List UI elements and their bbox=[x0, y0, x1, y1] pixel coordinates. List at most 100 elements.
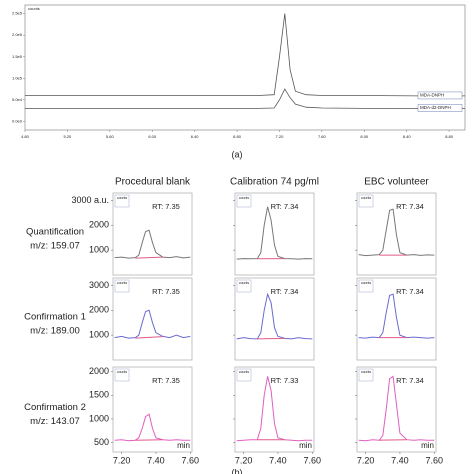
trace bbox=[25, 88, 465, 109]
inset-label: counts bbox=[239, 196, 250, 200]
trace bbox=[114, 309, 191, 339]
x-tick-label: 6.40 bbox=[191, 134, 200, 139]
x-tick-label: 6.00 bbox=[148, 134, 157, 139]
y-tick-label: 0.0e0 bbox=[12, 118, 23, 123]
inset-box bbox=[114, 194, 130, 208]
inset-label: counts bbox=[239, 370, 250, 374]
row-label: Quantification bbox=[26, 227, 84, 238]
inset-box bbox=[114, 279, 130, 293]
x-tick-label: 7.20 bbox=[235, 455, 253, 465]
x-tick-label: 7.60 bbox=[182, 455, 200, 465]
y-tick-label: 2000 bbox=[89, 366, 109, 376]
rt-label: RT: 7.34 bbox=[396, 287, 424, 296]
y-tick-label: 2000 bbox=[89, 305, 109, 315]
baseline bbox=[257, 337, 285, 340]
rt-label: RT: 7.34 bbox=[396, 202, 424, 211]
trace bbox=[236, 376, 313, 442]
legend-box bbox=[417, 104, 463, 112]
x-tick-label: 8.40 bbox=[403, 134, 412, 139]
inset-box bbox=[114, 368, 130, 382]
column-title: Procedural blank bbox=[115, 177, 191, 188]
x-tick-label: 7.60 bbox=[304, 455, 322, 465]
trace bbox=[358, 293, 435, 339]
x-tick-label: 7.60 bbox=[426, 455, 444, 465]
inset-label: counts bbox=[117, 196, 128, 200]
inset-label: counts bbox=[117, 281, 128, 285]
x-tick-label: 8.80 bbox=[445, 134, 454, 139]
x-axis-label: min bbox=[177, 441, 190, 450]
inset-box bbox=[236, 279, 252, 293]
cell-frame bbox=[112, 277, 193, 361]
column-title: Calibration 74 pg/ml bbox=[230, 177, 319, 188]
trace bbox=[236, 292, 313, 340]
x-tick-label: 7.40 bbox=[147, 455, 165, 465]
cell-frame bbox=[234, 192, 315, 276]
row-label: m/z: 143.07 bbox=[30, 416, 80, 427]
y-tick-label: 1000 bbox=[89, 413, 109, 423]
cell-frame bbox=[234, 277, 315, 361]
y-tick-label: 1000 bbox=[89, 330, 109, 340]
baseline bbox=[135, 439, 163, 441]
inset-box bbox=[236, 368, 252, 382]
rt-label: RT: 7.35 bbox=[152, 287, 180, 296]
rt-label: RT: 7.33 bbox=[271, 376, 299, 385]
legend-label: MDA-DNPH bbox=[420, 93, 444, 98]
x-tick-label: 8.00 bbox=[360, 134, 369, 139]
row-label: m/z: 159.07 bbox=[30, 241, 80, 252]
rt-label: RT: 7.34 bbox=[271, 202, 299, 211]
y-tick-label: 1500 bbox=[89, 390, 109, 400]
x-tick-label: 7.20 bbox=[357, 455, 375, 465]
y-tick-label: 500 bbox=[94, 437, 109, 447]
x-tick-label: 7.40 bbox=[269, 455, 287, 465]
x-tick-label: 7.60 bbox=[318, 134, 327, 139]
x-tick-label: 5.20 bbox=[64, 134, 73, 139]
x-tick-label: 6.80 bbox=[233, 134, 242, 139]
inset-box bbox=[358, 279, 374, 293]
inset-box bbox=[358, 368, 374, 382]
inset-label: counts bbox=[239, 281, 250, 285]
y-tick-label: 3000 a.u. bbox=[71, 195, 109, 205]
y-tick-label: 5.0e4 bbox=[12, 97, 23, 102]
baseline bbox=[379, 439, 407, 441]
inset-box bbox=[236, 194, 252, 208]
cell-frame bbox=[356, 192, 437, 276]
rt-label: RT: 7.34 bbox=[271, 287, 299, 296]
cell-frame bbox=[112, 366, 193, 453]
y-tick-label: 1.5e5 bbox=[12, 54, 23, 59]
cell-frame bbox=[234, 366, 315, 453]
trace bbox=[25, 13, 465, 97]
x-tick-label: 7.40 bbox=[391, 455, 409, 465]
x-tick-label: 4.80 bbox=[21, 134, 30, 139]
inset-box bbox=[358, 194, 374, 208]
x-axis-label: min bbox=[421, 441, 434, 450]
legend-label: MDA-d2-DNPH bbox=[420, 105, 451, 110]
y-axis-label: counts bbox=[28, 6, 40, 11]
y-tick-label: 2000 bbox=[89, 220, 109, 230]
baseline bbox=[135, 256, 163, 259]
trace bbox=[114, 413, 191, 442]
trace bbox=[358, 375, 435, 442]
row-label: Confirmation 2 bbox=[24, 402, 86, 413]
inset-label: counts bbox=[117, 370, 128, 374]
plot-frame bbox=[24, 4, 466, 131]
caption: (b) bbox=[232, 467, 243, 474]
x-axis-label: min bbox=[299, 441, 312, 450]
y-tick-label: 1000 bbox=[89, 245, 109, 255]
trace bbox=[358, 208, 435, 257]
x-tick-label: 5.60 bbox=[106, 134, 115, 139]
inset-label: counts bbox=[361, 370, 372, 374]
baseline bbox=[135, 336, 163, 339]
trace bbox=[114, 229, 191, 259]
rt-label: RT: 7.35 bbox=[152, 202, 180, 211]
y-tick-label: 1.0e5 bbox=[12, 75, 23, 80]
caption: (a) bbox=[232, 149, 243, 159]
y-tick-label: 2.5e5 bbox=[12, 11, 23, 16]
inset-label: counts bbox=[361, 196, 372, 200]
rt-label: RT: 7.34 bbox=[396, 376, 424, 385]
row-label: m/z: 189.00 bbox=[30, 326, 80, 337]
y-tick-label: 3000 bbox=[89, 280, 109, 290]
cell-frame bbox=[112, 192, 193, 276]
x-tick-label: 7.20 bbox=[276, 134, 285, 139]
y-tick-label: 2.0e5 bbox=[12, 32, 23, 37]
